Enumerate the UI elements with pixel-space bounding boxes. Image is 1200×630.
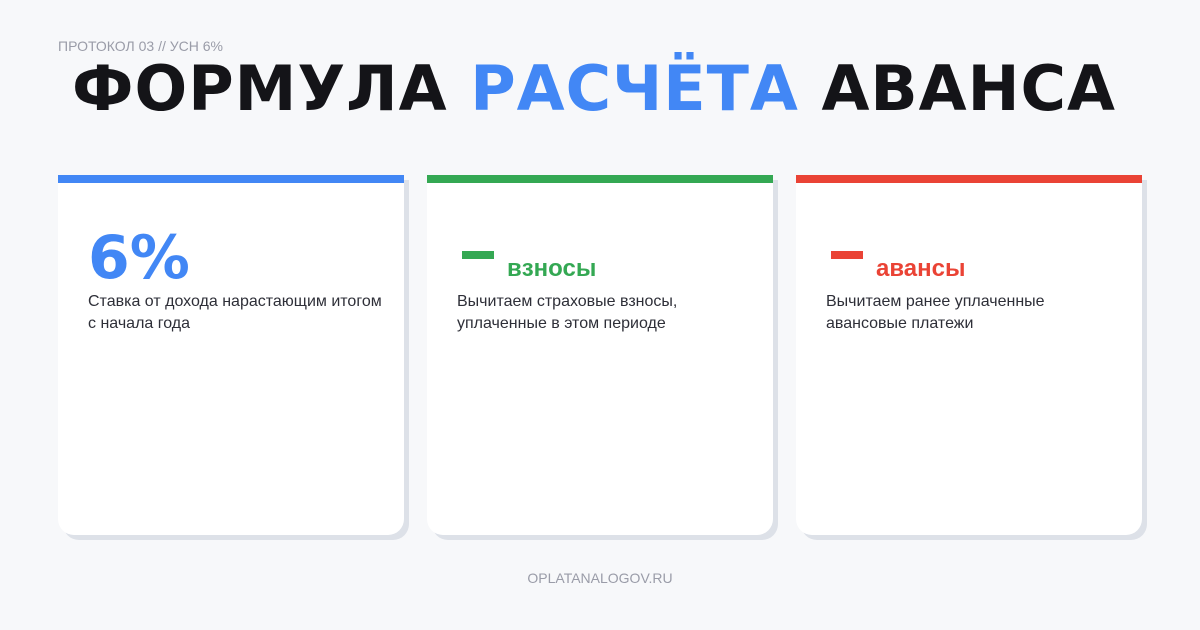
title-accent: РАСЧЁТА	[470, 52, 799, 125]
rate-value: 6%	[88, 223, 190, 293]
card-advances: авансы Вычитаем ранее уплаченные авансов…	[796, 175, 1142, 535]
card-contributions: взносы Вычитаем страховые взносы, уплаче…	[427, 175, 773, 535]
card-top-bar	[427, 175, 773, 183]
card-top-bar	[796, 175, 1142, 183]
card-heading: авансы	[876, 255, 966, 282]
footer-site: OPLATANALOGOV.RU	[527, 570, 673, 586]
minus-icon	[462, 251, 494, 259]
title-part2: АВАНСА	[798, 52, 1117, 125]
card-description: Вычитаем страховые взносы, уплаченные в …	[457, 293, 678, 332]
page-title: ФОРМУЛА РАСЧЁТА АВАНСА	[72, 52, 1116, 125]
card-top-bar	[58, 175, 404, 183]
card-rate: 6% Ставка от дохода нарастающим итогом с…	[58, 175, 404, 535]
kicker: ПРОТОКОЛ 03 // УСН 6%	[58, 38, 223, 54]
card-description: Ставка от дохода нарастающим итогом с на…	[88, 293, 382, 332]
card-description: Вычитаем ранее уплаченные авансовые плат…	[826, 293, 1045, 332]
title-part1: ФОРМУЛА	[72, 52, 471, 125]
minus-icon	[831, 251, 863, 259]
card-heading: взносы	[507, 255, 597, 282]
